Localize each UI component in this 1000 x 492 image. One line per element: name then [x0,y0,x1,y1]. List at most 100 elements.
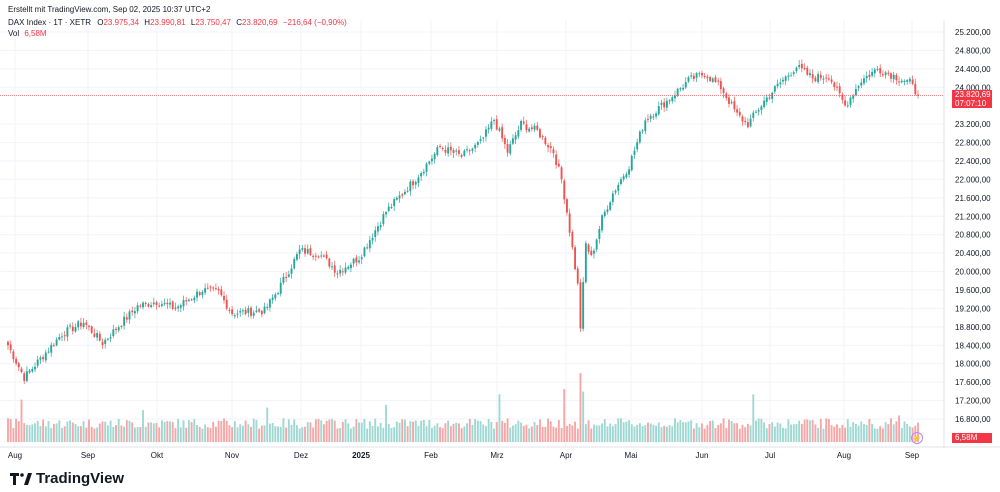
volume-bar [746,423,749,442]
volume-bar [228,425,231,442]
volume-bar [871,423,874,442]
candle-body [868,74,871,77]
candle-body [366,247,369,249]
candle-body [890,73,892,79]
candle-body [136,305,139,312]
volume-bar [401,419,404,442]
candle-body [711,78,714,82]
price-tick-label: 20.800,00 [955,231,991,240]
volume-bar [187,420,190,442]
price-tick-label: 17.200,00 [955,397,991,406]
volume-bar [106,425,109,442]
candle-body [714,77,717,82]
candle-body [503,138,506,145]
volume-bar [895,421,898,442]
symbol-legend[interactable]: DAX Index · 1T · XETR O23.975,34 H23.990… [8,18,347,27]
candle-body [241,310,244,312]
candle-body [174,307,177,309]
time-tick-label: Sep [81,451,96,460]
volume-bar [298,428,301,442]
volume-bar [15,418,18,442]
candle-body [536,125,539,130]
volume-bar [368,421,371,442]
candle-body [133,311,136,314]
volume-bar [495,421,498,442]
volume-bar [17,421,20,442]
candle-body [322,255,325,257]
candle-body [790,75,793,77]
volume-bar [790,424,793,442]
candle-body [77,321,80,328]
time-axis: Aug Sep Okt Nov Dez 2025 Feb Mrz Apr Mai Jun Jul Aug… [8,451,920,460]
volume-bar [25,425,28,442]
volume-bar [819,418,822,442]
candle-body [617,184,620,191]
volume-bar [142,410,144,442]
volume-bar [382,427,385,442]
volume-bar [560,428,563,442]
price-tick-label: 22.400,00 [955,157,991,166]
volume-bar [255,419,258,442]
volume-bar [738,428,741,442]
candle-body [911,79,914,84]
candle-body [12,351,15,360]
candle-body [290,268,293,274]
candle-body [328,258,331,267]
candle-body [285,276,288,278]
volume-bar [417,425,420,442]
volume-bar [830,425,833,442]
candle-body [522,121,525,124]
volume-legend[interactable]: Vol 6,58M [8,29,47,38]
volume-bar [325,420,328,442]
candle-body [884,72,887,76]
candle-body [903,80,906,82]
lightning-icon[interactable]: ⚡ [911,432,923,444]
volume-bar [309,422,312,442]
volume-bar [460,428,463,442]
candle-body [144,302,147,304]
candle-body [544,137,547,145]
volume-bar [687,421,690,442]
candle-body [52,345,55,347]
volume-bar [260,425,263,442]
candle-body [665,100,668,108]
volume-bar [665,426,668,442]
volume-bar [568,424,571,442]
candle-body [898,81,901,83]
volume-bar [322,424,325,442]
volume-bar [433,425,436,442]
volume-bar [366,428,369,442]
candle-body [333,265,336,273]
volume-bar [682,422,685,442]
price-tick-label: 23.200,00 [955,120,991,129]
candle-body [620,179,622,185]
volume-bar [98,423,101,442]
volume-bar [379,422,382,442]
candle-body [420,172,423,177]
price-tick-label: 24.400,00 [955,65,991,74]
candle-body [792,72,795,74]
volume-bar [884,422,887,442]
volume-bar [436,423,439,442]
candle-body [741,116,744,122]
volume-bar [136,427,139,442]
candle-body [69,325,72,327]
volume-bar [282,418,285,442]
volume-bar [123,426,126,442]
volume-bar [571,425,574,442]
time-tick-label: Okt [151,451,164,460]
candle-body [798,64,801,68]
volume-bar [331,418,333,442]
candle-body [428,161,431,164]
candle-body [247,308,250,313]
volume-bar [865,425,868,442]
candle-body [250,307,252,316]
volume-bar [800,423,803,442]
candle-body [776,83,779,87]
brand[interactable]: TradingView [10,470,124,487]
candle-body [406,190,409,192]
candle-body [509,144,512,154]
low-value: 23.750,47 [195,18,231,27]
candle-body [749,118,752,127]
